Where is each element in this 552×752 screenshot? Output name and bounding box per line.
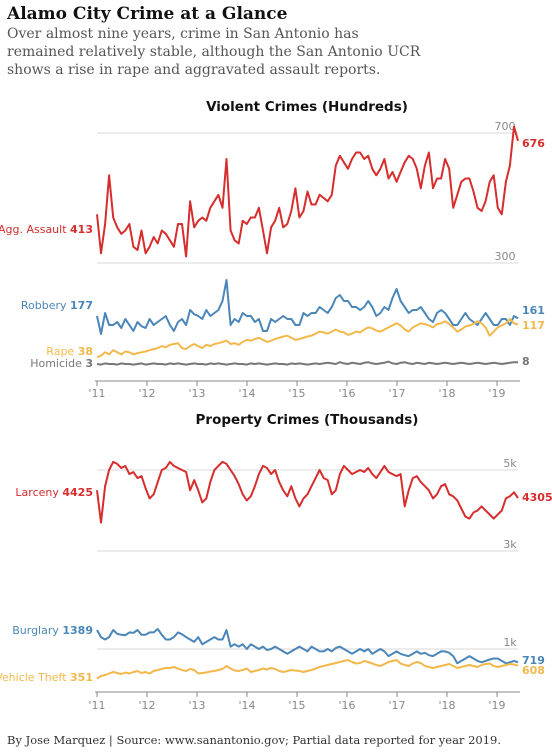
x-tick-label: '11 xyxy=(88,387,105,400)
larceny-end-label: 4305 xyxy=(522,491,552,504)
rape-line xyxy=(96,318,519,359)
x-tick-label: '12 xyxy=(138,387,155,400)
rape-end-label: 117 xyxy=(522,319,545,332)
violent-chart-title: Violent Crimes (Hundreds) xyxy=(206,99,408,115)
burglary-line xyxy=(96,628,519,665)
x-tick-label: '14 xyxy=(238,699,255,712)
x-tick-label: '17 xyxy=(388,387,405,400)
vehicle-theft-end-label: 608 xyxy=(522,664,545,677)
burglary-start-label: Burglary 1389 xyxy=(12,624,93,637)
gridline-label: 700 xyxy=(495,120,516,133)
robbery-end-label: 161 xyxy=(522,304,545,317)
rape-start-label: Rape 38 xyxy=(46,345,93,358)
gridline-label: 1k xyxy=(503,636,517,649)
robbery-line xyxy=(96,279,519,335)
property-crimes-chart: Property Crimes (Thousands) 5k 3k 1k '11 '12… xyxy=(0,412,552,712)
vehicle-theft-start-label: Vehicle Theft 351 xyxy=(0,671,93,684)
page-title: Alamo City Crime at a Glance xyxy=(7,4,288,24)
gridline-label: 300 xyxy=(495,250,516,263)
x-tick-label: '12 xyxy=(138,699,155,712)
x-tick-label: '11 xyxy=(88,699,105,712)
x-tick-label: '16 xyxy=(338,387,355,400)
footer-credit: By Jose Marquez | Source: www.sanantonio… xyxy=(7,733,502,747)
robbery-start-label: Robbery 177 xyxy=(21,299,93,312)
agg-assault-line xyxy=(96,125,519,258)
homicide-line xyxy=(96,360,518,366)
violent-crimes-chart: Violent Crimes (Hundreds) 700 300 '11 '12 '1… xyxy=(0,99,545,400)
agg-assault-end-label: 676 xyxy=(522,137,545,150)
property-chart-title: Property Crimes (Thousands) xyxy=(196,412,419,428)
gridline-label: 5k xyxy=(503,457,517,470)
x-tick-label: '19 xyxy=(488,699,505,712)
gridline-label: 3k xyxy=(503,538,517,551)
burglary-end-label: 719 xyxy=(522,654,545,667)
x-tick-label: '13 xyxy=(188,387,205,400)
x-tick-label: '15 xyxy=(288,699,305,712)
x-tick-label: '18 xyxy=(438,387,455,400)
x-tick-label: '16 xyxy=(338,699,355,712)
vehicle-theft-line xyxy=(96,659,519,680)
x-tick-label: '13 xyxy=(188,699,205,712)
x-tick-label: '17 xyxy=(388,699,405,712)
page-subtitle: Over almost nine years, crime in San Ant… xyxy=(7,26,421,78)
agg-assault-start-label: Agg. Assault 413 xyxy=(0,223,93,236)
homicide-end-label: 8 xyxy=(522,355,530,368)
x-tick-label: '19 xyxy=(488,387,505,400)
x-tick-label: '14 xyxy=(238,387,255,400)
larceny-start-label: Larceny 4425 xyxy=(15,486,93,499)
homicide-start-label: Homicide 3 xyxy=(30,357,93,370)
x-tick-label: '15 xyxy=(288,387,305,400)
larceny-line xyxy=(96,460,519,524)
x-tick-label: '18 xyxy=(438,699,455,712)
